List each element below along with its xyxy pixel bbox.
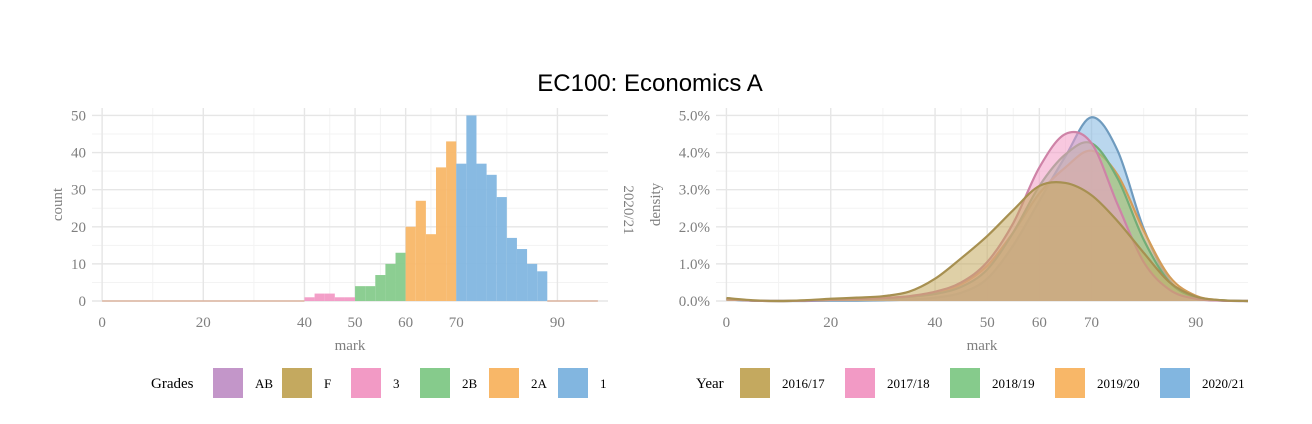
histogram-bar [355, 286, 366, 301]
histogram-bar [527, 263, 538, 301]
legend-swatch [1055, 368, 1085, 398]
y-tick-label: 20 [71, 220, 86, 236]
y-tick-label: 10 [71, 257, 86, 273]
histogram-bar [344, 297, 356, 301]
y-tick-label: 2.0% [679, 220, 710, 236]
histogram-bar [425, 234, 436, 301]
x-tick-label: 40 [928, 315, 943, 331]
legend-swatch [740, 368, 770, 398]
year-legend: Year 2016/17 2017/18 2018/19 2019/20 2020/21 [696, 368, 1245, 398]
density-line-2016-17 [726, 180, 1249, 303]
histogram-bar [375, 275, 386, 301]
legend-label: 2016/17 [782, 376, 825, 391]
histogram-bar [506, 237, 517, 301]
histogram-bar [436, 167, 447, 301]
legend-swatch [845, 368, 875, 398]
legend-swatch [282, 368, 312, 398]
legend-swatch [950, 368, 980, 398]
histogram-bar [334, 297, 345, 301]
legend-label: 2020/21 [1202, 376, 1245, 391]
y-tick-label: 3.0% [679, 183, 710, 199]
histogram-bar [446, 141, 457, 301]
legend-label: F [324, 376, 331, 391]
density-panel: 0.0% 1.0% 2.0% 3.0% 4.0% 5.0% 0 20 40 50 60 70 90 mar… [648, 108, 1249, 354]
legend-label: 2018/19 [992, 376, 1035, 391]
x-tick-label: 0 [723, 315, 731, 331]
y-axis-label: count [50, 187, 66, 221]
histogram-bar [466, 115, 477, 301]
x-tick-label: 0 [98, 315, 106, 331]
legend-swatch [351, 368, 381, 398]
histogram-bar [385, 263, 396, 301]
histogram-panel: 0 10 20 30 40 50 0 20 40 50 60 70 90 mark count 2020/21 [50, 108, 636, 354]
legend-label: AB [255, 376, 273, 391]
legend-label: 2019/20 [1097, 376, 1140, 391]
x-tick-label: 60 [398, 315, 413, 331]
histogram-bar [365, 286, 376, 301]
chart-title: EC100: Economics A [537, 70, 763, 97]
x-tick-label: 60 [1032, 315, 1047, 331]
histogram-bar [476, 163, 487, 301]
legend-swatch [489, 368, 519, 398]
x-axis-label: mark [967, 338, 998, 354]
grades-legend: Grades AB F 3 2B 2A 1 [151, 368, 607, 398]
x-tick-label: 90 [550, 315, 565, 331]
x-tick-label: 50 [980, 315, 995, 331]
x-tick-label: 90 [1188, 315, 1203, 331]
histogram-bar [314, 293, 325, 301]
y-tick-label: 4.0% [679, 146, 710, 162]
legend-swatch [1160, 368, 1190, 398]
histogram-bar [415, 200, 426, 301]
x-axis-label: mark [335, 338, 366, 354]
legend-title: Year [696, 376, 724, 392]
legend-label: 2B [462, 376, 478, 391]
histogram-bar [496, 197, 507, 301]
density-area-2016-17 [726, 182, 1248, 301]
x-tick-label: 40 [297, 315, 312, 331]
y-tick-label: 30 [71, 183, 86, 199]
y-tick-label: 5.0% [679, 108, 710, 124]
x-tick-label: 20 [196, 315, 211, 331]
histogram-bar [324, 293, 335, 301]
y-tick-label: 50 [71, 108, 86, 124]
legend-swatch [213, 368, 243, 398]
legend-swatch [558, 368, 588, 398]
legend-label: 2017/18 [887, 376, 930, 391]
histogram-bar [395, 252, 406, 301]
histogram-bar [405, 226, 416, 301]
legend-title: Grades [151, 376, 194, 392]
legend-label: 2A [531, 376, 548, 391]
legend-label: 3 [393, 376, 400, 391]
y-tick-label: 40 [71, 146, 86, 162]
histogram-bar [486, 174, 497, 301]
legend-label: 1 [600, 376, 607, 391]
histogram-bar [516, 249, 528, 301]
x-tick-label: 70 [449, 315, 464, 331]
y-tick-label: 1.0% [679, 257, 710, 273]
y-axis-label: density [648, 182, 664, 226]
legend-swatch [420, 368, 450, 398]
y-tick-label: 0.0% [679, 294, 710, 310]
x-tick-label: 70 [1084, 315, 1099, 331]
x-tick-label: 20 [823, 315, 838, 331]
x-tick-label: 50 [348, 315, 363, 331]
facet-strip-label: 2020/21 [620, 185, 636, 234]
histogram-bar [456, 163, 467, 301]
histogram-bar [537, 271, 548, 301]
y-tick-label: 0 [79, 294, 87, 310]
histogram-bar [304, 297, 315, 301]
